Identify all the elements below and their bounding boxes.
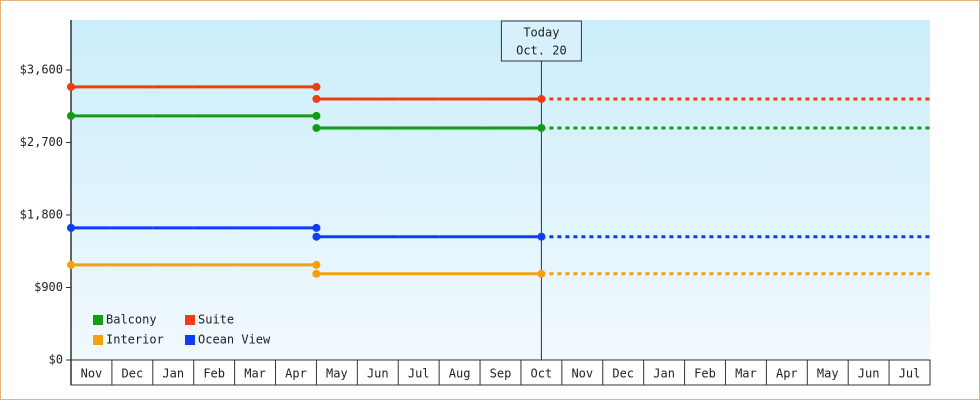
series-marker	[312, 260, 321, 269]
x-tick-label: Mar	[244, 367, 266, 381]
series-marker	[67, 111, 75, 120]
x-tick-label: Feb	[694, 367, 716, 381]
x-axis-box	[70, 359, 931, 386]
series-marker	[312, 232, 321, 241]
legend-swatch	[93, 315, 103, 325]
y-tick-label: $3,600	[20, 62, 63, 76]
x-tick-label: Sep	[490, 367, 512, 381]
today-label: Oct. 20	[516, 44, 567, 58]
y-tick-label: $900	[34, 280, 63, 294]
x-tick-label: Nov	[81, 367, 103, 381]
x-tick-label: Jul	[899, 367, 921, 381]
x-tick-label: Apr	[776, 367, 798, 381]
legend-swatch	[93, 335, 103, 345]
series-marker	[312, 223, 321, 232]
x-tick-label: Oct	[531, 367, 553, 381]
y-tick-label: $2,700	[20, 135, 63, 149]
x-tick-label: Aug	[449, 367, 471, 381]
x-tick-label: Jun	[367, 367, 389, 381]
series-marker	[312, 82, 321, 91]
plot-area	[71, 20, 930, 360]
x-tick-label: Feb	[203, 367, 225, 381]
series-marker	[312, 123, 321, 132]
x-tick-label: Apr	[285, 367, 307, 381]
y-tick-label: $0	[49, 353, 63, 367]
x-tick-label: May	[817, 367, 839, 381]
series-marker	[312, 94, 321, 103]
x-tick-label: Nov	[571, 367, 593, 381]
x-tick-label: Jan	[162, 367, 184, 381]
x-tick-label: Dec	[122, 367, 144, 381]
x-tick-label: Jan	[653, 367, 675, 381]
series-marker	[67, 223, 75, 232]
x-tick-label: May	[326, 367, 348, 381]
series-marker	[312, 111, 321, 120]
x-tick-label: Jul	[408, 367, 430, 381]
x-tick-label: Jun	[858, 367, 880, 381]
legend-swatch	[185, 315, 195, 325]
legend-label: Interior	[106, 333, 164, 347]
x-tick-label: Mar	[735, 367, 757, 381]
y-tick-label: $1,800	[20, 207, 63, 221]
x-tick-label: Dec	[612, 367, 634, 381]
legend-label: Suite	[198, 313, 234, 327]
series-marker	[312, 269, 321, 278]
today-box	[500, 20, 582, 62]
series-marker	[67, 260, 75, 269]
today-label: Today	[523, 26, 559, 40]
legend-swatch	[185, 335, 195, 345]
series-marker	[67, 82, 75, 91]
legend-label: Balcony	[106, 313, 157, 327]
legend-label: Ocean View	[198, 333, 271, 347]
